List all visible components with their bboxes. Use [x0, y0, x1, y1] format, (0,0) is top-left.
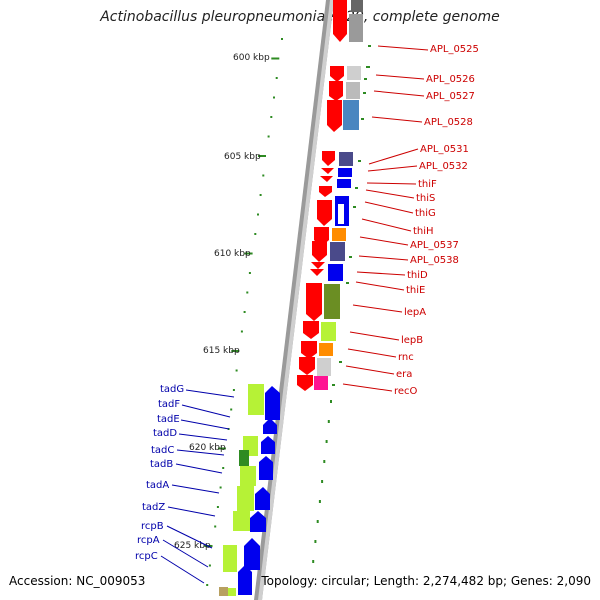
gene-label: APL_0526	[426, 74, 475, 85]
gene-label: rcpA	[137, 535, 160, 546]
gene-label: APL_0538	[410, 255, 459, 266]
right-gene-track	[297, 0, 363, 391]
gene-label: tadC	[151, 445, 174, 456]
gene-label: thiG	[415, 208, 436, 219]
major-tick	[244, 252, 253, 255]
minor-tick	[314, 540, 317, 543]
minor-tick	[262, 174, 265, 177]
minor-tick	[330, 400, 332, 403]
genome-title: Actinobacillus pleuropneumoniae L20, com…	[100, 9, 500, 25]
scale-label-625: 625 kbp	[174, 541, 211, 551]
minor-tick	[281, 38, 283, 40]
right-gene-labels: APL_0525 APL_0526 APL_0527 APL_0528 APL_…	[394, 44, 479, 397]
left-leader-lines	[160, 389, 235, 584]
gene-label: rcpC	[135, 551, 158, 562]
gene-label: APL_0528	[424, 117, 473, 128]
minor-tick	[232, 389, 235, 391]
gene-label: APL_0532	[419, 161, 468, 172]
minor-tick	[321, 480, 324, 483]
gene-label: APL_0531	[420, 144, 469, 155]
gene-label: tadD	[153, 428, 177, 439]
minor-tick	[323, 460, 326, 463]
minor-tick	[327, 420, 330, 423]
minor-tick	[216, 506, 219, 508]
minor-tick	[270, 116, 273, 118]
gene-label: rcpB	[141, 521, 164, 532]
minor-tick	[214, 525, 217, 528]
minor-tick	[208, 564, 211, 567]
minor-tick	[273, 96, 275, 99]
minor-tick	[267, 135, 270, 138]
minor-tick	[248, 272, 251, 274]
gene-label: lepB	[401, 335, 423, 346]
gene-label: APL_0527	[426, 91, 475, 102]
gene-box	[349, 14, 363, 42]
left-gene-track	[219, 384, 280, 596]
gene-label: tadB	[150, 459, 173, 470]
minor-tick	[230, 408, 233, 411]
gene-label: tadG	[160, 384, 184, 395]
major-tick	[231, 350, 240, 352]
minor-tick	[325, 440, 328, 443]
minor-tick	[316, 520, 319, 523]
left-gene-labels: tadG tadF tadE tadD tadC tadB tadA tadZ …	[135, 384, 184, 562]
gene-label: recO	[394, 386, 418, 397]
gene-label: tadA	[146, 480, 169, 491]
scale-label-605: 605 kbp	[224, 152, 261, 162]
minor-tick	[318, 500, 321, 503]
gene-label: tadE	[157, 414, 180, 425]
gene-label: thiS	[416, 193, 435, 204]
gene-box	[351, 0, 363, 12]
gene-label: thiF	[418, 179, 437, 190]
minor-tick	[275, 77, 278, 79]
scale-label-620: 620 kbp	[189, 443, 226, 453]
minor-tick	[246, 291, 249, 294]
minor-tick	[254, 233, 257, 235]
right-leader-lines	[342, 45, 429, 392]
scale-label-615: 615 kbp	[203, 346, 240, 356]
accession-text: Accession: NC_009053	[9, 574, 146, 588]
gene-label: thiD	[407, 270, 428, 281]
minor-tick	[312, 560, 315, 563]
gene-label: rnc	[398, 352, 414, 363]
gene-label: tadZ	[142, 502, 165, 513]
gene-label: lepA	[404, 307, 426, 318]
minor-tick	[222, 467, 225, 469]
minor-tick	[257, 213, 259, 216]
minor-tick	[259, 194, 262, 196]
gene-label: era	[396, 369, 412, 380]
gene-label: APL_0537	[410, 240, 459, 251]
minor-tick	[243, 311, 246, 313]
gene-arrow	[333, 0, 347, 42]
gene-label: thiH	[413, 226, 434, 237]
gene-label: tadF	[158, 399, 180, 410]
minor-tick	[206, 584, 209, 586]
major-tick	[217, 447, 226, 450]
minor-tick	[235, 369, 238, 372]
scale-labels: 600 kbp 605 kbp 610 kbp 615 kbp 620 kbp …	[174, 53, 270, 551]
gene-label: APL_0525	[430, 44, 479, 55]
major-tick	[271, 57, 280, 60]
minor-tick	[240, 330, 243, 333]
right-gene-markers	[332, 45, 371, 386]
gene-label: thiE	[406, 285, 425, 296]
major-tick	[258, 155, 266, 157]
topology-text: Topology: circular; Length: 2,274,482 bp…	[261, 574, 591, 588]
minor-tick	[219, 486, 222, 489]
scale-label-610: 610 kbp	[214, 249, 251, 259]
scale-label-600: 600 kbp	[233, 53, 270, 63]
